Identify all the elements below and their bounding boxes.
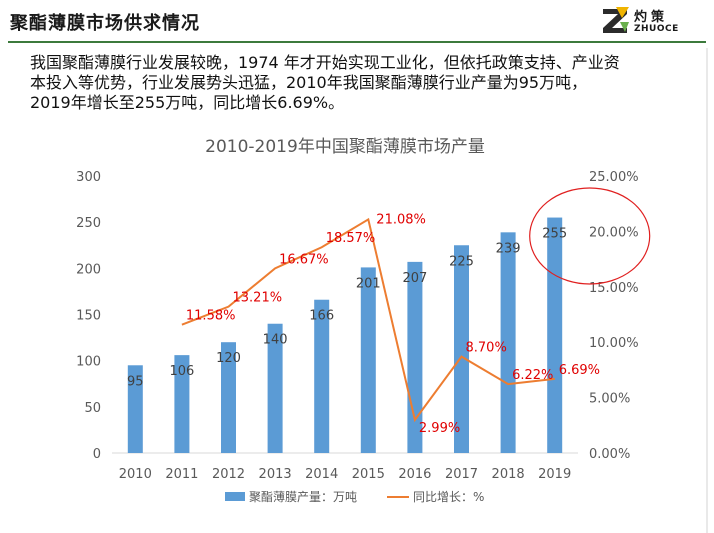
y-left-tick-label: 200 — [76, 262, 101, 277]
y-right-tick-label: 0.00% — [589, 447, 630, 462]
y-right-tick-label: 15.00% — [589, 281, 639, 296]
pct-value-label: 8.70% — [466, 341, 507, 356]
bar — [267, 323, 283, 453]
pct-value-label: 16.67% — [279, 252, 329, 267]
page-title: 聚酯薄膜市场供求情况 — [10, 13, 200, 34]
y-left-tick-label: 50 — [84, 401, 101, 416]
intro-line-2: 本投入等优势，行业发展势头迅猛，2010年我国聚酯薄膜行业产量为95万吨， — [30, 73, 588, 92]
y-left-tick-label: 150 — [76, 309, 101, 324]
x-tick-label: 2010 — [119, 467, 152, 482]
bar-value-label: 225 — [449, 254, 474, 269]
y-left-tick-label: 0 — [93, 447, 101, 462]
bar — [221, 342, 236, 453]
x-tick-label: 2016 — [398, 467, 431, 482]
bar — [127, 365, 143, 453]
bar-value-label: 140 — [263, 333, 288, 348]
x-tick-label: 2013 — [259, 467, 292, 482]
logo-text-en: ZHUOCE — [634, 24, 679, 34]
bar — [314, 299, 330, 453]
bar-value-label: 95 — [127, 374, 144, 389]
intro-line-1: 我国聚酯薄膜行业发展较晚，1974 年才开始实现工业化，但依托政策支持、产业资 — [30, 53, 620, 72]
zhuoce-logo: 灼策 ZHUOCE — [600, 4, 700, 38]
x-tick-label: 2017 — [445, 467, 478, 482]
pct-value-label: 21.08% — [376, 212, 426, 227]
pct-value-label: 18.57% — [326, 231, 376, 246]
chart-title: 2010-2019年中国聚酯薄膜市场产量 — [205, 137, 485, 157]
bar — [174, 355, 190, 453]
highlight-circle — [529, 187, 651, 285]
bar-value-label: 120 — [216, 351, 241, 366]
bar — [547, 217, 563, 453]
y-right-tick-label: 10.00% — [589, 336, 639, 351]
header-divider — [8, 41, 706, 43]
x-tick-label: 2011 — [165, 467, 198, 482]
page-header: 聚酯薄膜市场供求情况 灼策 ZHUOCE — [0, 0, 714, 44]
bar-value-label: 166 — [309, 309, 334, 324]
y-right-tick-label: 25.00% — [589, 170, 639, 185]
growth-line — [181, 217, 555, 423]
y-left-tick-label: 250 — [76, 216, 101, 231]
pct-value-label: 6.22% — [512, 368, 553, 383]
x-tick-label: 2018 — [492, 467, 525, 482]
x-tick-label: 2019 — [538, 467, 571, 482]
logo-text-cn: 灼策 — [634, 10, 669, 25]
bar-value-label: 255 — [542, 227, 567, 242]
intro-paragraph: 我国聚酯薄膜行业发展较晚，1974 年才开始实现工业化，但依托政策支持、产业资 … — [30, 53, 690, 113]
legend-line-label: 同比增长：% — [413, 490, 484, 504]
legend-bar-swatch — [225, 492, 245, 501]
bar-value-label: 239 — [496, 241, 521, 256]
x-tick-label: 2014 — [305, 467, 338, 482]
x-tick-label: 2015 — [352, 467, 385, 482]
logo-z-icon — [603, 7, 629, 33]
pct-value-label: 13.21% — [233, 291, 283, 306]
slide-edge — [706, 48, 708, 533]
bar-value-label: 106 — [169, 364, 194, 379]
bar — [500, 232, 516, 453]
y-left-tick-label: 100 — [76, 355, 101, 370]
bar-value-label: 207 — [402, 271, 427, 286]
bar-value-label: 201 — [356, 276, 381, 291]
x-tick-label: 2012 — [212, 467, 245, 482]
pct-value-label: 2.99% — [419, 421, 460, 436]
bar — [360, 267, 376, 453]
legend-bar-label: 聚酯薄膜产量：万吨 — [249, 489, 357, 504]
pct-value-label: 6.69% — [559, 363, 600, 378]
y-right-tick-label: 5.00% — [589, 392, 630, 407]
y-right-tick-label: 20.00% — [589, 225, 639, 240]
pct-value-label: 11.58% — [186, 309, 236, 324]
bar — [454, 245, 469, 453]
intro-line-3: 2019年增长至255万吨，同比增长6.69%。 — [30, 93, 345, 112]
y-left-tick-label: 300 — [76, 170, 101, 185]
